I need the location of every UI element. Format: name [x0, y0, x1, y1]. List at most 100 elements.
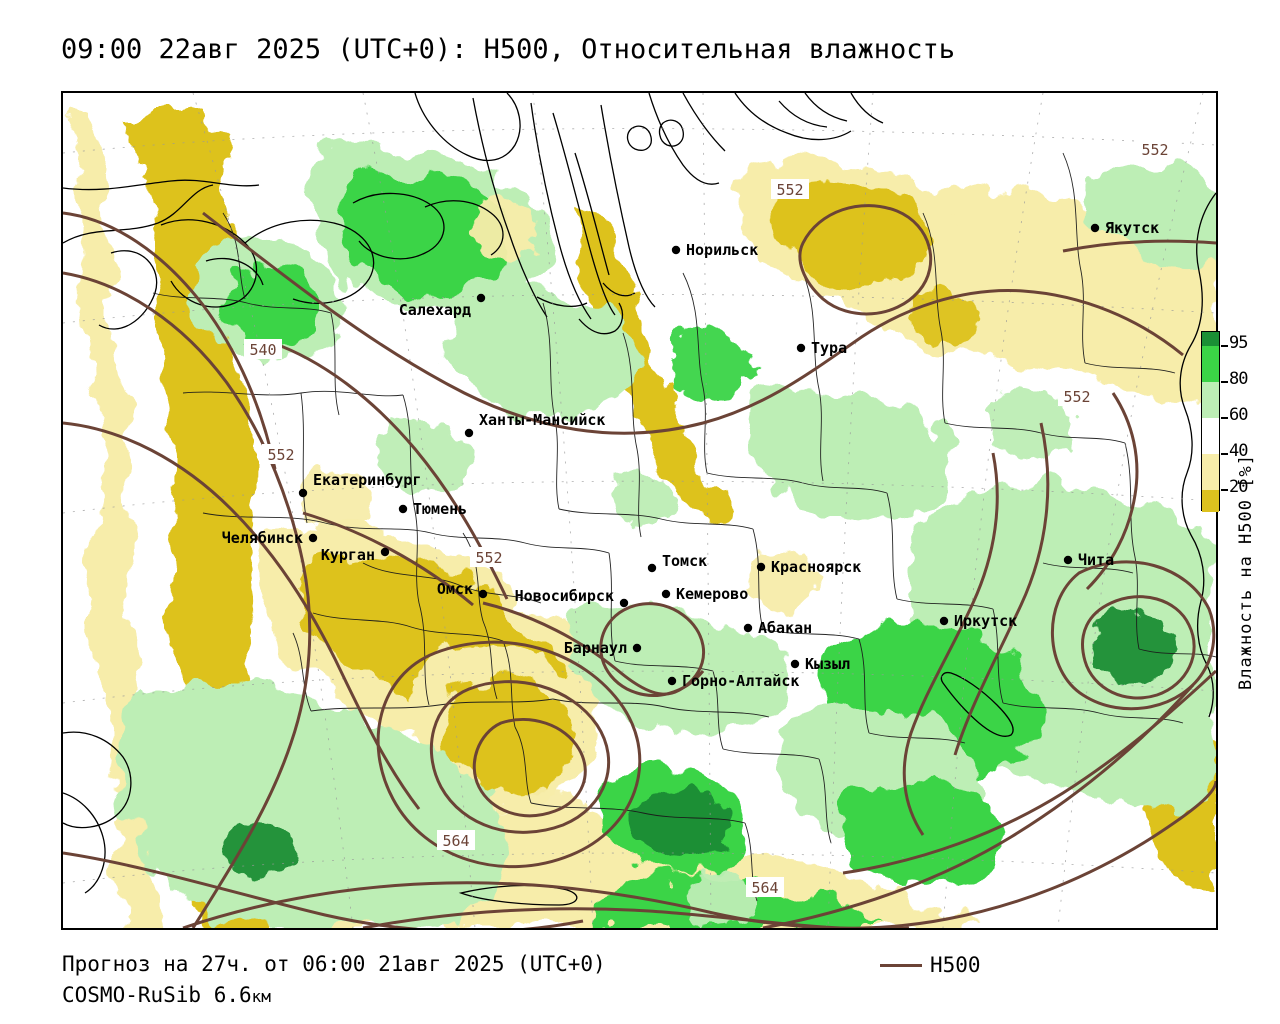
model-resolution-unit: км	[251, 987, 271, 1006]
colorbar[interactable]	[1201, 331, 1220, 512]
city-dot	[308, 533, 318, 543]
contour-label-text: 552	[776, 181, 803, 199]
contour-label: 552	[1058, 386, 1096, 406]
colorbar-tick-line	[1221, 489, 1228, 491]
colorbar-tick-label: 80	[1229, 369, 1249, 389]
contour-label: 552	[262, 444, 300, 464]
city-dot	[743, 623, 753, 633]
contour-label-text: 564	[442, 832, 469, 850]
map-canvas[interactable]: 540 552 552 552 552 552 564 564 Якутск Норильск С…	[61, 91, 1218, 930]
city-label: Барнаул	[564, 639, 627, 657]
city-label: Тура	[811, 339, 847, 357]
contour-label-text: 564	[751, 879, 778, 897]
contour-label: 540	[244, 339, 282, 359]
colorbar-tick: 20	[1221, 477, 1265, 497]
city-label: Салехард	[399, 301, 471, 319]
city-marker[interactable]: Норильск	[671, 241, 758, 259]
contour-label-bg	[262, 444, 300, 464]
colorbar-tick: 40	[1221, 441, 1265, 461]
colorbar-tick-line	[1221, 345, 1228, 347]
city-label: Омск	[437, 580, 473, 598]
city-label: Томск	[662, 552, 707, 570]
city-dot	[647, 563, 657, 573]
contour-label-bg	[1058, 386, 1096, 406]
city-label: Норильск	[686, 241, 758, 259]
city-dot	[298, 488, 308, 498]
colorbar-band	[1202, 490, 1219, 512]
city-marker[interactable]: Иркутск	[939, 612, 1017, 630]
contour-label-text: 552	[267, 446, 294, 464]
contour-label: 552	[470, 547, 508, 567]
city-dot	[939, 616, 949, 626]
city-label: Иркутск	[954, 612, 1017, 630]
city-dot	[380, 547, 390, 557]
contour-label-text: 540	[249, 341, 276, 359]
city-marker[interactable]: Кызыл	[790, 655, 850, 673]
model-name: COSMO-RuSib 6.6	[62, 983, 252, 1007]
city-marker[interactable]: Тюмень	[398, 500, 467, 518]
city-dot	[476, 293, 486, 303]
city-marker[interactable]: Новосибирск	[515, 587, 629, 608]
city-marker[interactable]: Красноярск	[756, 558, 862, 576]
city-label: Челябинск	[222, 529, 303, 547]
city-marker[interactable]: Томск	[647, 552, 707, 573]
city-marker[interactable]: Курган	[321, 546, 390, 564]
colorbar-tick: 95	[1221, 333, 1265, 353]
city-marker[interactable]: Абакан	[743, 619, 812, 637]
city-dot	[756, 562, 766, 572]
city-label: Кызыл	[805, 655, 850, 673]
contour-label-text: 552	[475, 549, 502, 567]
contour-label-bg	[1136, 139, 1174, 159]
contour-label-bg	[244, 339, 282, 359]
city-label: Новосибирск	[515, 587, 614, 605]
city-marker[interactable]: Кемерово	[661, 585, 748, 603]
h500-legend-label: H500	[930, 953, 981, 977]
city-marker[interactable]: Омск	[437, 580, 488, 599]
city-marker[interactable]: Салехард	[399, 293, 486, 319]
colorbar-band	[1202, 382, 1219, 418]
legend-h500: H500	[880, 952, 981, 978]
city-marker[interactable]: Ханты-Мансийск	[464, 411, 606, 438]
colorbar-ticks: 95 80 60 40 20	[1221, 325, 1265, 525]
city-layer: Якутск Норильск Салехард Тура Ханты-Мансийск…	[222, 219, 1159, 690]
colorbar-band	[1202, 454, 1219, 490]
contour-label-bg	[746, 877, 784, 897]
city-dot	[796, 343, 806, 353]
city-marker[interactable]: Барнаул	[564, 639, 642, 657]
colorbar-title: Влажность на H500 [%]	[1236, 454, 1256, 690]
colorbar-tick-label: 95	[1229, 333, 1249, 353]
city-dot	[1090, 223, 1100, 233]
city-label: Курган	[321, 546, 375, 564]
colorbar-tick: 60	[1221, 405, 1265, 425]
city-label: Кемерово	[676, 585, 748, 603]
contour-labels: 540 552 552 552 552 552 564 564	[244, 139, 1174, 897]
colorbar-band	[1202, 332, 1219, 346]
city-dot	[790, 659, 800, 669]
city-marker[interactable]: Якутск	[1090, 219, 1159, 237]
page-title: 09:00 22авг 2025 (UTC+0): H500, Относите…	[61, 34, 956, 65]
h500-line-swatch	[880, 963, 922, 967]
city-label: Ханты-Мансийск	[479, 411, 605, 429]
city-marker[interactable]: Екатеринбург	[298, 471, 422, 498]
contour-label-bg	[470, 547, 508, 567]
city-marker[interactable]: Тура	[796, 339, 847, 357]
city-marker[interactable]: Горно-Алтайск	[667, 672, 800, 690]
contour-label-text: 552	[1141, 141, 1168, 159]
contour-label: 552	[1136, 139, 1174, 159]
city-dot	[632, 643, 642, 653]
city-label: Тюмень	[413, 500, 467, 518]
city-dot	[398, 504, 408, 514]
city-dot	[661, 589, 671, 599]
contour-label-bg	[437, 830, 475, 850]
colorbar-tick-line	[1221, 381, 1228, 383]
colorbar-tick: 80	[1221, 369, 1265, 389]
city-marker[interactable]: Челябинск	[222, 529, 318, 547]
city-dot	[478, 589, 488, 599]
city-label: Чита	[1078, 551, 1114, 569]
colorbar-tick-label: 60	[1229, 405, 1249, 425]
colorbar-tick-label: 40	[1229, 441, 1249, 461]
city-dot	[1063, 555, 1073, 565]
city-marker[interactable]: Чита	[1063, 551, 1114, 569]
humidity-map-svg: 540 552 552 552 552 552 564 564 Якутск Норильск С…	[63, 93, 1216, 928]
